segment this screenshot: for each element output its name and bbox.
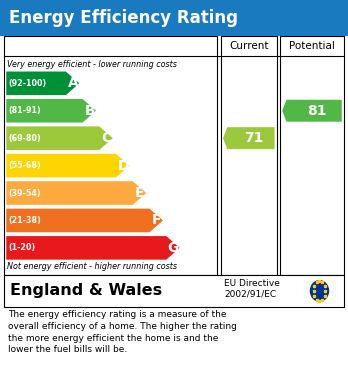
Text: England & Wales: England & Wales: [10, 283, 163, 298]
Text: E: E: [135, 186, 145, 200]
Polygon shape: [6, 72, 79, 95]
Text: A: A: [68, 76, 78, 90]
Text: B: B: [85, 104, 95, 118]
Text: EU Directive
2002/91/EC: EU Directive 2002/91/EC: [224, 279, 280, 299]
Polygon shape: [6, 126, 113, 150]
Text: G: G: [168, 241, 179, 255]
Polygon shape: [223, 127, 275, 149]
Polygon shape: [282, 100, 342, 122]
Text: Current: Current: [229, 41, 269, 51]
Polygon shape: [6, 236, 180, 260]
Text: The energy efficiency rating is a measure of the
overall efficiency of a home. T: The energy efficiency rating is a measur…: [8, 310, 237, 355]
Text: Very energy efficient - lower running costs: Very energy efficient - lower running co…: [7, 60, 177, 70]
Bar: [0, 0, 348, 36]
Text: F: F: [152, 213, 161, 228]
Text: (81-91): (81-91): [8, 106, 41, 115]
Text: (92-100): (92-100): [8, 79, 47, 88]
Text: (39-54): (39-54): [8, 188, 41, 197]
Text: (69-80): (69-80): [8, 134, 41, 143]
Polygon shape: [6, 209, 163, 232]
Bar: [221, 36, 277, 275]
Text: (21-38): (21-38): [8, 216, 41, 225]
Polygon shape: [6, 99, 96, 122]
Text: (1-20): (1-20): [8, 243, 35, 252]
Text: Not energy efficient - higher running costs: Not energy efficient - higher running co…: [7, 262, 177, 271]
Circle shape: [310, 281, 329, 301]
Text: 71: 71: [244, 131, 264, 145]
Text: Energy Efficiency Rating: Energy Efficiency Rating: [9, 9, 238, 27]
Text: Potential: Potential: [289, 41, 335, 51]
Text: 81: 81: [307, 104, 327, 118]
Bar: [280, 36, 344, 275]
Polygon shape: [6, 181, 146, 205]
Polygon shape: [6, 154, 129, 178]
Text: D: D: [118, 159, 129, 172]
Text: C: C: [101, 131, 112, 145]
Text: (55-68): (55-68): [8, 161, 41, 170]
Bar: [4, 275, 344, 307]
Bar: [4, 36, 217, 275]
